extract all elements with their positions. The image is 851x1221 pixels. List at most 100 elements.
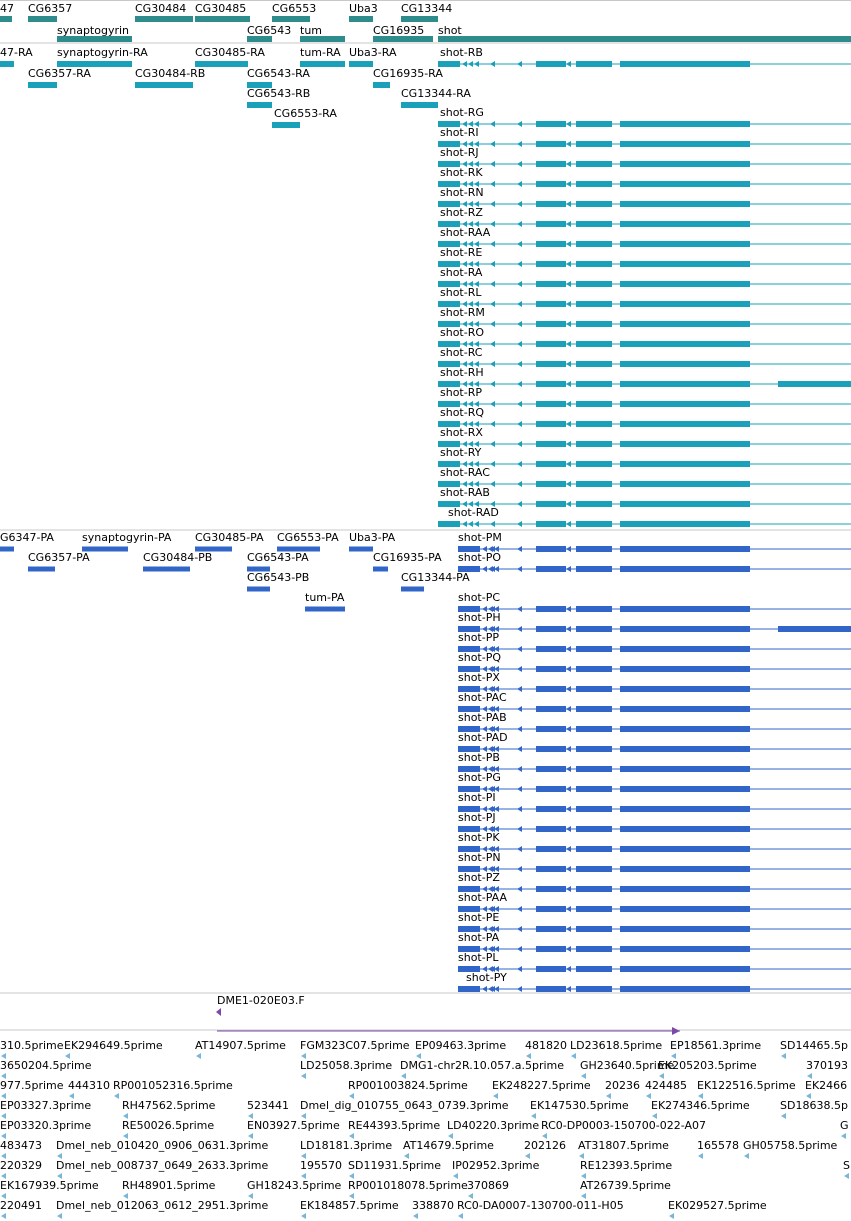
est-label-7-1[interactable]: RH48901.5prime <box>122 1179 216 1192</box>
protein-label-cg30484-pb[interactable]: CG30484-PB <box>143 551 212 564</box>
est-label-2-3[interactable]: RP001003824.5prime <box>348 1079 468 1092</box>
est-label-3-0[interactable]: EP03327.3prime <box>0 1099 91 1112</box>
protein-label-shot-pl[interactable]: shot-PL <box>458 951 499 964</box>
est-label-1-3[interactable]: GH23640.5prime <box>580 1059 675 1072</box>
est-label-5-6[interactable]: 165578 <box>697 1139 739 1152</box>
transcript-label-shot-rc[interactable]: shot-RC <box>440 346 483 359</box>
est-label-7-3[interactable]: RP001018078.5prime <box>348 1179 468 1192</box>
transcript-label-shot-ri[interactable]: shot-RI <box>440 126 479 139</box>
est-label-0-7[interactable]: EP18561.3prime <box>670 1039 761 1052</box>
est-label-8-2[interactable]: EK184857.5prime <box>300 1199 399 1212</box>
est-label-5-3[interactable]: AT14679.5prime <box>403 1139 494 1152</box>
protein-label-shot-px[interactable]: shot-PX <box>458 671 500 684</box>
protein-label-shot-pac[interactable]: shot-PAC <box>458 691 507 704</box>
est-label-0-2[interactable]: AT14907.5prime <box>195 1039 286 1052</box>
est-label-5-1[interactable]: Dmel_neb_010420_0906_0631.3prime <box>56 1139 268 1152</box>
est-label-3-3[interactable]: Dmel_dig_010755_0643_0739.3prime <box>300 1099 509 1112</box>
gene-label-cg6543[interactable]: CG6543 <box>247 24 291 37</box>
est-label-2-2[interactable]: RP001052316.5prime <box>113 1079 233 1092</box>
est-label-5-2[interactable]: LD18181.3prime <box>300 1139 392 1152</box>
transcript-label-shot-rq[interactable]: shot-RQ <box>440 406 484 419</box>
transcript-label-shot-rn[interactable]: shot-RN <box>440 186 484 199</box>
transcript-label-cg30484-rb[interactable]: CG30484-RB <box>135 67 205 80</box>
protein-label-shot-pab[interactable]: shot-PAB <box>458 711 507 724</box>
transcript-label-shot-rb[interactable]: shot-RB <box>440 46 483 59</box>
gene-label-uba3[interactable]: Uba3 <box>349 2 378 15</box>
transcript-label-shot-raa[interactable]: shot-RAA <box>440 226 491 239</box>
protein-label-shot-pk[interactable]: shot-PK <box>458 831 500 844</box>
transcript-label-shot-rac[interactable]: shot-RAC <box>440 466 490 479</box>
protein-label-synaptogyrin-pa[interactable]: synaptogyrin-PA <box>82 531 172 544</box>
transcript-label-uba3-ra[interactable]: Uba3-RA <box>349 46 397 59</box>
transcript-label-cg6357-ra[interactable]: CG6357-RA <box>28 67 91 80</box>
transcript-label-cg30485-ra[interactable]: CG30485-RA <box>195 46 265 59</box>
est-label-4-2[interactable]: EN03927.5prime <box>247 1119 340 1132</box>
est-label-1-0[interactable]: 3650204.5prime <box>0 1059 92 1072</box>
transcript-label-cg6543-rb[interactable]: CG6543-RB <box>247 87 310 100</box>
transcript-label-shot-rk[interactable]: shot-RK <box>440 166 483 179</box>
transcript-label-shot-ry[interactable]: shot-RY <box>440 446 482 459</box>
transcript-label-shot-rx[interactable]: shot-RX <box>440 426 483 439</box>
protein-label-shot-pj[interactable]: shot-PJ <box>458 811 496 824</box>
protein-label-uba3-pa[interactable]: Uba3-PA <box>349 531 396 544</box>
est-label-2-8[interactable]: EK2466 <box>805 1079 847 1092</box>
gene-label-shot[interactable]: shot <box>438 24 462 37</box>
gene-label-47[interactable]: 47 <box>0 2 14 15</box>
est-label-8-0[interactable]: 220491 <box>0 1199 42 1212</box>
est-label-0-5[interactable]: 481820 <box>525 1039 567 1052</box>
est-label-0-0[interactable]: 310.5prime <box>0 1039 64 1052</box>
est-label-4-5[interactable]: RC0-DP0003-150700-022-A07 <box>541 1119 706 1132</box>
est-label-2-5[interactable]: 20236 <box>605 1079 640 1092</box>
est-label-1-2[interactable]: DMG1-chr2R.10.057.a.5prime <box>400 1059 564 1072</box>
protein-label-cg13344-pa[interactable]: CG13344-PA <box>401 571 470 584</box>
est-label-7-4[interactable]: 370869 <box>467 1179 509 1192</box>
protein-label-shot-pz[interactable]: shot-PZ <box>458 871 500 884</box>
est-label-0-6[interactable]: LD23618.5prime <box>570 1039 662 1052</box>
est-label-0-3[interactable]: FGM323C07.5prime <box>300 1039 410 1052</box>
transcript-label-shot-rp[interactable]: shot-RP <box>440 386 482 399</box>
protein-label-g6347-pa[interactable]: G6347-PA <box>0 531 54 544</box>
est-label-6-5[interactable]: RE12393.5prime <box>580 1159 672 1172</box>
protein-label-shot-pb[interactable]: shot-PB <box>458 751 500 764</box>
transcript-label-shot-rab[interactable]: shot-RAB <box>440 486 490 499</box>
protein-label-shot-pq[interactable]: shot-PQ <box>458 651 501 664</box>
est-label-2-0[interactable]: 977.5prime <box>0 1079 64 1092</box>
est-label-6-3[interactable]: SD11931.5prime <box>348 1159 441 1172</box>
gene-label-cg30484[interactable]: CG30484 <box>135 2 186 15</box>
est-label-6-1[interactable]: Dmel_neb_008737_0649_2633.3prime <box>56 1159 268 1172</box>
est-label-1-1[interactable]: LD25058.3prime <box>300 1059 392 1072</box>
transcript-label-shot-rg[interactable]: shot-RG <box>440 106 484 119</box>
est-label-7-5[interactable]: AT26739.5prime <box>580 1179 671 1192</box>
transcript-label-shot-rh[interactable]: shot-RH <box>440 366 484 379</box>
est-label-4-4[interactable]: LD40220.3prime <box>447 1119 539 1132</box>
est-label-1-4[interactable]: EK205203.5prime <box>658 1059 757 1072</box>
transcript-label-shot-ra[interactable]: shot-RA <box>440 266 483 279</box>
protein-label-cg30485-pa[interactable]: CG30485-PA <box>195 531 264 544</box>
gene-label-cg30485[interactable]: CG30485 <box>195 2 246 15</box>
protein-label-shot-pn[interactable]: shot-PN <box>458 851 501 864</box>
protein-label-shot-pc[interactable]: shot-PC <box>458 591 500 604</box>
protein-label-tum-pa[interactable]: tum-PA <box>305 591 345 604</box>
est-label-0-1[interactable]: EK294649.5prime <box>64 1039 163 1052</box>
gene-label-cg6357[interactable]: CG6357 <box>28 2 72 15</box>
est-label-4-3[interactable]: RE44393.5prime <box>348 1119 440 1132</box>
transcript-label-cg6553-ra[interactable]: CG6553-RA <box>274 107 337 120</box>
transcript-label-shot-re[interactable]: shot-RE <box>440 246 482 259</box>
transcript-label-cg16935-ra[interactable]: CG16935-RA <box>373 67 443 80</box>
protein-label-shot-ph[interactable]: shot-PH <box>458 611 501 624</box>
transcript-label-shot-ro[interactable]: shot-RO <box>440 326 484 339</box>
est-label-2-1[interactable]: 444310 <box>68 1079 110 1092</box>
est-label-5-5[interactable]: AT31807.5prime <box>578 1139 669 1152</box>
est-label-1-5[interactable]: 370193 <box>806 1059 848 1072</box>
protein-label-cg16935-pa[interactable]: CG16935-PA <box>373 551 442 564</box>
protein-label-shot-pad[interactable]: shot-PAD <box>458 731 508 744</box>
protein-label-shot-py[interactable]: shot-PY <box>466 971 507 984</box>
est-label-2-6[interactable]: 424485 <box>645 1079 687 1092</box>
protein-label-shot-pg[interactable]: shot-PG <box>458 771 501 784</box>
transcript-label-shot-rm[interactable]: shot-RM <box>440 306 485 319</box>
protein-label-cg6357-pa[interactable]: CG6357-PA <box>28 551 90 564</box>
transcript-label-synaptogyrin-ra[interactable]: synaptogyrin-RA <box>57 46 148 59</box>
est-label-6-2[interactable]: 195570 <box>300 1159 342 1172</box>
est-label-2-4[interactable]: EK248227.5prime <box>492 1079 591 1092</box>
est-label-3-4[interactable]: EK147530.5prime <box>530 1099 629 1112</box>
